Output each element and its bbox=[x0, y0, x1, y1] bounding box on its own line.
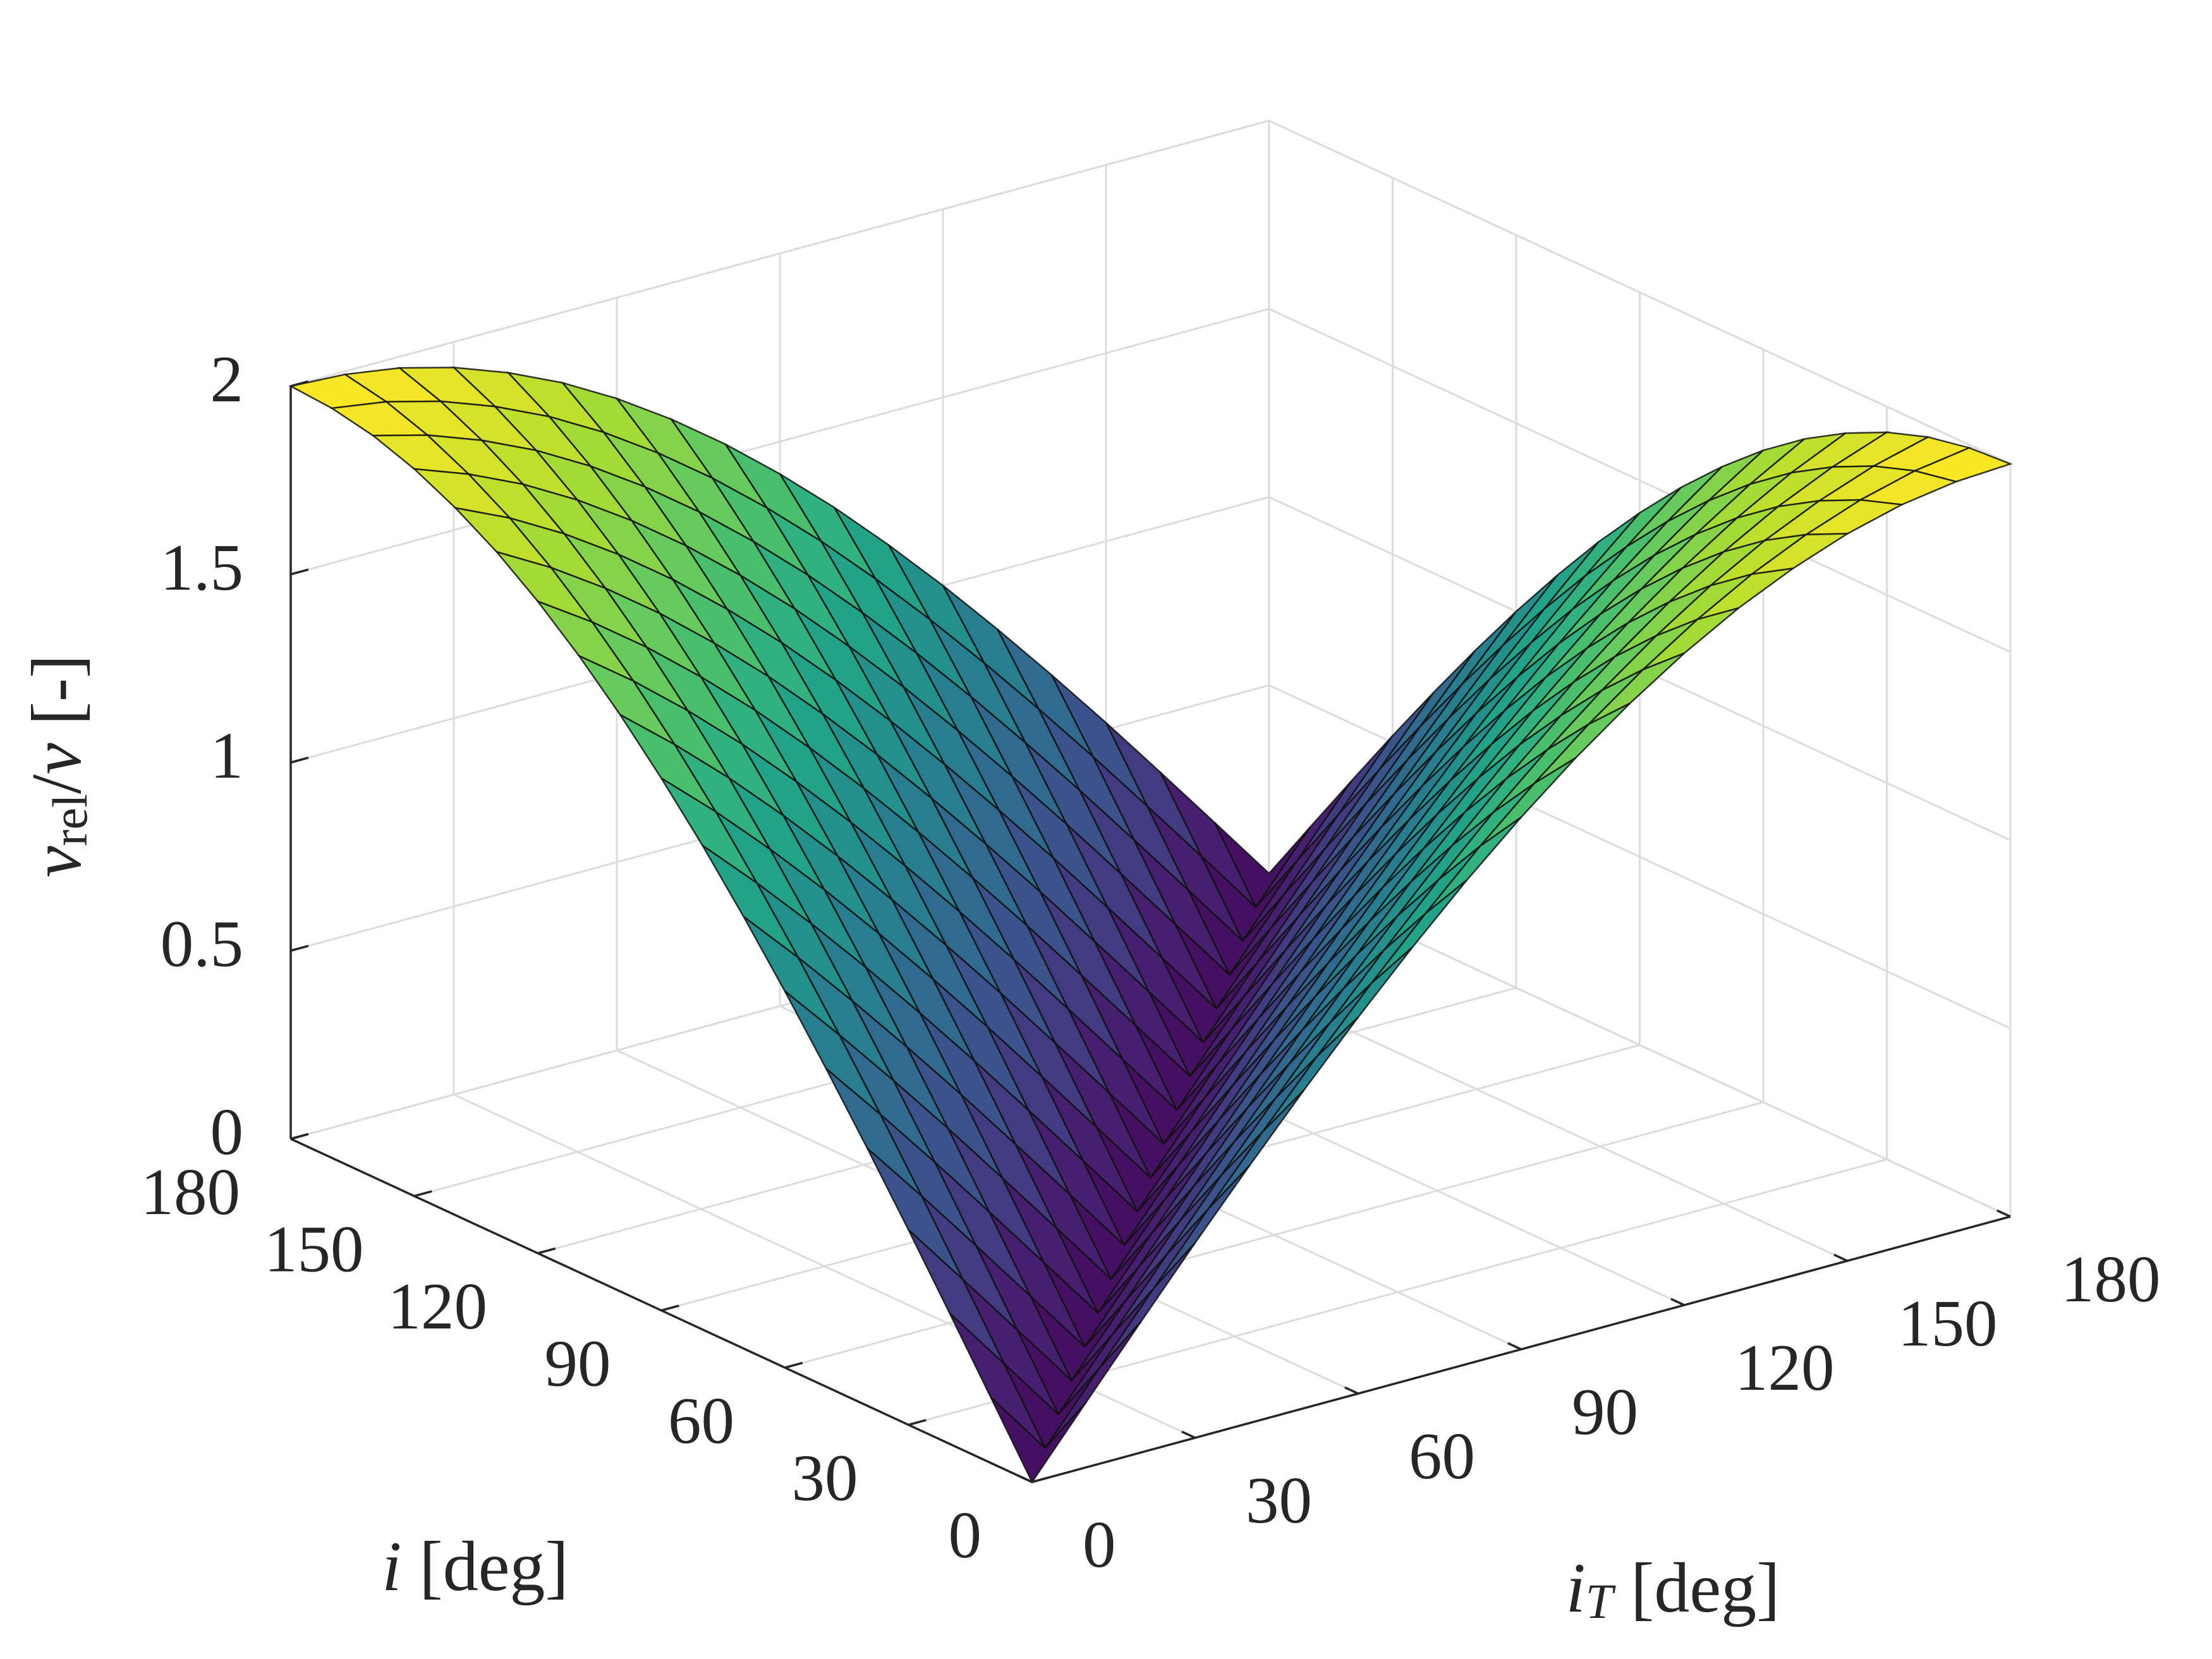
z-tick-label: 2 bbox=[210, 342, 244, 416]
z-tick-label: 0.5 bbox=[161, 906, 243, 980]
y-tick-label: 30 bbox=[792, 1441, 858, 1515]
x-axis-label-symbol: i bbox=[1566, 1549, 1586, 1627]
x-tick-label: 150 bbox=[1898, 1286, 1998, 1360]
z-axis-label-unit: [-] bbox=[18, 655, 96, 743]
z-tick-label: 0 bbox=[210, 1095, 244, 1169]
x-tick bbox=[1833, 1253, 1848, 1262]
z-tick bbox=[290, 380, 309, 387]
y-axis-label-unit: [deg] bbox=[401, 1528, 568, 1606]
x-tick-label: 30 bbox=[1246, 1463, 1312, 1537]
z-tick-label: 1 bbox=[210, 719, 244, 793]
grid-line bbox=[290, 308, 1270, 576]
z-axis-label-symbol2: v bbox=[18, 743, 96, 774]
x-tick bbox=[1507, 1342, 1522, 1351]
y-tick-label: 150 bbox=[264, 1212, 364, 1286]
grid-line bbox=[1268, 308, 2011, 653]
x-axis-label-subscript: T bbox=[1586, 1574, 1616, 1629]
y-axis-label-symbol: i bbox=[382, 1528, 401, 1606]
y-axis-label: i [deg] bbox=[382, 1528, 568, 1606]
x-tick bbox=[1181, 1430, 1196, 1439]
grid-line bbox=[784, 1101, 1764, 1369]
x-axis-label-unit: [deg] bbox=[1613, 1549, 1780, 1627]
grid-line bbox=[1268, 119, 2011, 465]
z-tick bbox=[290, 1133, 309, 1140]
x-tick-label: 0 bbox=[1083, 1507, 1116, 1581]
x-tick bbox=[1018, 1474, 1033, 1483]
y-tick-label: 180 bbox=[141, 1155, 241, 1229]
x-tick bbox=[1344, 1386, 1359, 1395]
x-tick bbox=[1670, 1297, 1685, 1306]
y-tick bbox=[537, 1247, 556, 1255]
axes: 0306090120150180030609012015018000.511.5… bbox=[141, 342, 2161, 1581]
x-tick-label: 90 bbox=[1572, 1375, 1638, 1449]
y-tick-label: 90 bbox=[545, 1327, 611, 1401]
grid-line bbox=[290, 119, 1270, 387]
z-tick bbox=[290, 945, 309, 952]
x-tick bbox=[1996, 1209, 2011, 1218]
x-tick-label: 180 bbox=[2061, 1242, 2161, 1316]
z-axis-label-symbol: v bbox=[18, 846, 96, 877]
z-axis-label-slash: / bbox=[18, 774, 96, 794]
surface-face bbox=[990, 1397, 1088, 1484]
y-tick-label: 60 bbox=[668, 1383, 734, 1457]
x-tick-label: 120 bbox=[1735, 1330, 1835, 1404]
x-tick-label: 60 bbox=[1409, 1419, 1475, 1493]
x-axis-label: iT [deg] bbox=[1566, 1549, 1780, 1629]
y-tick bbox=[1031, 1476, 1050, 1483]
z-axis-label: vrel/v [-] bbox=[18, 655, 97, 878]
y-tick bbox=[661, 1304, 679, 1312]
y-tick bbox=[784, 1361, 803, 1369]
z-axis-label-subscript: rel bbox=[42, 794, 97, 846]
y-tick bbox=[414, 1190, 432, 1198]
y-tick-label: 120 bbox=[388, 1269, 488, 1343]
z-tick-label: 1.5 bbox=[161, 530, 243, 604]
y-tick bbox=[908, 1419, 927, 1426]
z-tick bbox=[290, 757, 309, 764]
y-tick-label: 0 bbox=[949, 1498, 982, 1572]
z-tick bbox=[290, 568, 309, 576]
surface bbox=[288, 366, 2013, 1484]
